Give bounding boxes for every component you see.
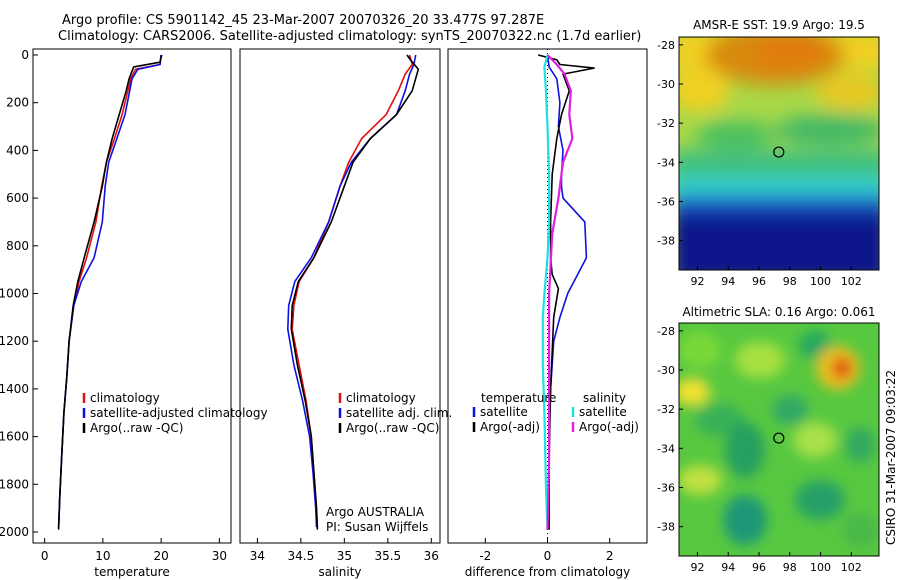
y-tick-label: 1800 — [0, 477, 29, 491]
annotation-text: PI: Susan Wijffels — [326, 520, 428, 534]
profile-panel-2: 34 34.5 35 35.5 36 salinity — [239, 48, 441, 579]
plot-frame — [32, 48, 232, 544]
y-tick-label: 1000 — [0, 287, 29, 301]
x-tick-label: 36 — [424, 549, 439, 563]
figure-title-line-1: Argo profile: CS 5901142_45 23-Mar-2007 … — [62, 13, 545, 28]
series-line-satellite — [546, 54, 588, 530]
y-tick-label: 1400 — [0, 382, 29, 396]
series-line-argo — [538, 54, 595, 530]
x-tick-label: 35.5 — [374, 549, 401, 563]
map-x-tick-label: 98 — [783, 561, 797, 574]
series-line-argo — [57, 54, 163, 530]
y-tick-label: 1600 — [0, 430, 29, 444]
legend-group-temperature: temperature — [481, 391, 556, 405]
map-x-tick-label: 98 — [783, 275, 797, 288]
x-tick-label: 10 — [95, 549, 110, 563]
legend-label: Argo(..raw -QC) — [90, 421, 183, 435]
x-axis-label: difference from climatology — [465, 565, 631, 579]
sla-map-field — [679, 323, 879, 556]
map-x-tick-label: 96 — [752, 561, 766, 574]
figure-title-line-2: Climatology: CARS2006. Satellite-adjuste… — [58, 29, 642, 44]
y-tick-label: 200 — [6, 96, 29, 110]
y-tick-label: 0 — [21, 48, 29, 62]
map-y-tick-label: -34 — [657, 156, 675, 169]
legend-panel-3: temperature salinitysatelliteArgo(-adj)sa… — [472, 391, 639, 434]
series-line-satellite_diff_salinity — [541, 54, 551, 530]
x-axis-label: temperature — [94, 565, 169, 579]
map-y-tick-label: -30 — [657, 78, 675, 91]
map-y-tick-label: -28 — [657, 325, 675, 338]
profile-panel-3: -2 0 2 difference from climatology — [447, 48, 648, 579]
map-x-tick-label: 94 — [721, 561, 735, 574]
legend-label: satellite — [480, 405, 528, 419]
y-tick-label: 2000 — [0, 525, 29, 539]
map-y-tick-label: -34 — [657, 442, 675, 455]
map-y-tick-label: -32 — [657, 403, 675, 416]
map-y-tick-label: -36 — [657, 481, 675, 494]
y-tick-label: 1200 — [0, 334, 29, 348]
map-y-tick-label: -30 — [657, 364, 675, 377]
legend-label: Argo(-adj) — [579, 420, 639, 434]
x-axis-label: salinity — [318, 565, 361, 579]
legend-group-salinity: salinity — [583, 391, 626, 405]
legend-label: Argo(..raw -QC) — [346, 421, 439, 435]
x-tick-label: 0 — [544, 549, 552, 563]
x-tick-label: 30 — [212, 549, 227, 563]
x-tick-label: 34 — [250, 549, 265, 563]
float-position-marker — [773, 432, 785, 444]
x-tick-label: 20 — [153, 549, 168, 563]
legend-label: climatology — [346, 391, 416, 405]
map-x-tick-label: 100 — [810, 561, 831, 574]
map-x-tick-label: 92 — [690, 275, 704, 288]
y-tick-label: 400 — [6, 143, 29, 157]
map-title: Altimetric SLA: 0.16 Argo: 0.061 — [682, 305, 875, 319]
x-tick-label: -2 — [479, 549, 491, 563]
map-frame — [678, 322, 880, 557]
map-x-tick-label: 102 — [841, 561, 862, 574]
series-line-satellite — [57, 54, 162, 528]
series-line-satellite — [286, 54, 417, 528]
map-panel-2: Altimetric SLA: 0.16 Argo: 0.061 92 94 96 98… — [657, 305, 880, 574]
annotation-text: Argo AUSTRALIA — [326, 505, 425, 519]
legend-label: Argo(-adj) — [480, 420, 540, 434]
legend-label: satellite — [579, 405, 627, 419]
map-x-tick-label: 94 — [721, 275, 735, 288]
map-frame — [678, 36, 880, 271]
series-line-climatology — [57, 54, 162, 528]
y-tick-label: 600 — [6, 191, 29, 205]
map-y-tick-label: -28 — [657, 39, 675, 52]
map-x-tick-label: 100 — [810, 275, 831, 288]
legend-label: satellite-adjusted climatology — [90, 406, 268, 420]
map-y-tick-label: -36 — [657, 195, 675, 208]
x-tick-label: 0 — [41, 549, 49, 563]
series-line-argo_diff_salinity — [546, 54, 574, 530]
y-tick-label: 800 — [6, 239, 29, 253]
map-title: AMSR-E SST: 19.9 Argo: 19.5 — [693, 18, 865, 32]
x-tick-label: 34.5 — [288, 549, 315, 563]
map-y-tick-label: -38 — [657, 235, 675, 248]
map-y-tick-label: -38 — [657, 521, 675, 534]
sst-map-field — [679, 37, 879, 270]
series-line-argo — [290, 54, 420, 530]
map-x-tick-label: 102 — [841, 275, 862, 288]
profile-panel-1: 0 10 20 30 0 200 400 600 800 1000 1200 1400 1600 1800… — [0, 48, 232, 579]
x-tick-label: 2 — [606, 549, 614, 563]
legend-label: climatology — [90, 391, 160, 405]
plot-frame — [239, 48, 441, 544]
map-x-tick-label: 92 — [690, 561, 704, 574]
map-y-tick-label: -32 — [657, 117, 675, 130]
float-position-marker — [773, 146, 785, 158]
legend-label: satellite adj. clim. — [346, 406, 452, 420]
map-x-tick-label: 96 — [752, 275, 766, 288]
x-tick-label: 35 — [337, 549, 352, 563]
series-line-climatology — [291, 54, 414, 528]
map-panel-1: AMSR-E SST: 19.9 Argo: 19.5 92 94 96 98 100 10… — [657, 18, 880, 288]
